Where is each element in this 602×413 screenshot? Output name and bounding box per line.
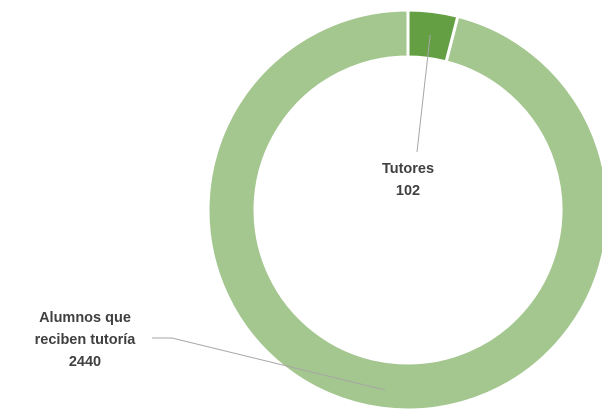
value-label: 102: [395, 183, 421, 199]
leader-line: [152, 337, 386, 391]
value-label: 2440: [68, 354, 102, 370]
category-label: Tutores: [381, 161, 435, 177]
data-label: Alumnos que reciben tutoría 2440: [20, 307, 150, 373]
data-label: Tutores 102: [348, 158, 468, 202]
category-label: Alumnos que reciben tutoría: [34, 310, 136, 348]
leader-line: [416, 34, 431, 153]
donut-slice: [206, 8, 602, 412]
